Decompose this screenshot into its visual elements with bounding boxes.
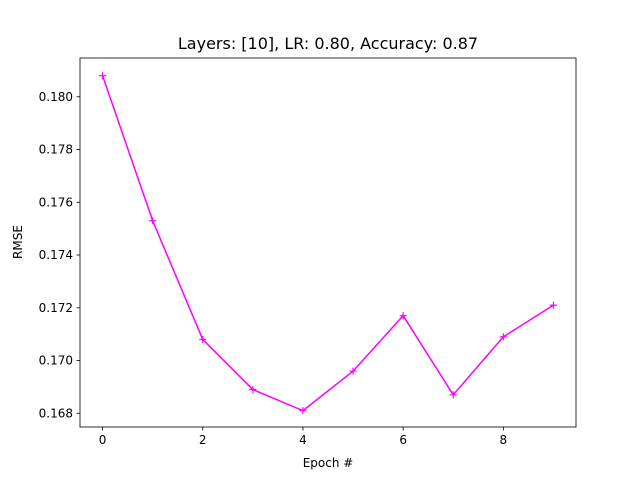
y-tick-label: 0.176 [39,195,73,209]
y-tick-label: 0.172 [39,301,73,315]
axes-area [80,58,576,427]
y-axis-label: RMSE [11,225,25,259]
series-line [101,75,554,412]
data-point-marker [399,312,407,320]
x-tick-label: 0 [99,433,107,447]
ticks: 0 2 4 6 8 0.168 0.170 0.172 0.174 0.176 0.178 0.180 [39,90,508,447]
y-tick-label: 0.180 [39,90,73,104]
data-point-marker [199,335,207,343]
data-point-marker [249,386,257,394]
y-tick-label: 0.170 [39,354,73,368]
data-point-marker [299,407,307,415]
plot-area [80,58,576,427]
data-point-marker [499,333,507,341]
data-point-marker [349,367,357,375]
x-tick-label: 4 [299,433,307,447]
data-point-marker [99,72,107,80]
y-tick-label: 0.168 [39,406,73,420]
chart-title: Layers: [10], LR: 0.80, Accuracy: 0.87 [178,34,478,53]
series-layer [99,72,557,415]
x-axis-label: Epoch # [303,456,354,470]
y-tick-label: 0.174 [39,248,73,262]
x-tick-label: 6 [399,433,407,447]
x-tick-label: 8 [500,433,508,447]
x-tick-label: 2 [199,433,207,447]
y-tick-label: 0.178 [39,143,73,157]
plot-frame [79,57,577,428]
data-point-marker [549,301,557,309]
data-point-marker [449,391,457,399]
data-point-marker [149,217,157,225]
